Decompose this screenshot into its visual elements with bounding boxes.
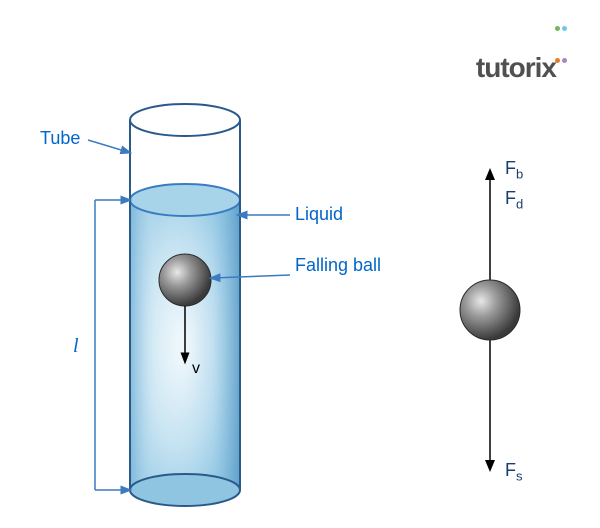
tube-top [130,104,240,136]
liquid-surface [130,184,240,216]
force-fd-label: Fd [505,188,523,212]
diagram-svg [0,80,600,520]
fbd-ball [460,280,520,340]
force-fs-label: Fs [505,460,523,484]
logo-dots [554,6,568,70]
tube-bottom [130,474,240,506]
falling-ball [159,254,211,306]
fbd-arrow-down [485,460,495,472]
fbd-arrow-up [485,168,495,180]
diagram: Tube Liquid Falling ball l v Fb Fd Fs [0,80,600,520]
logo-text: tutorix [476,52,556,83]
force-fb-label: Fb [505,158,523,182]
logo: tutorix [476,20,570,84]
length-label: l [73,335,79,358]
liquid-label: Liquid [295,204,343,225]
velocity-label: v [192,360,200,378]
tube-pointer [88,140,128,152]
tube-label: Tube [40,128,80,149]
falling-ball-label: Falling ball [295,255,381,277]
